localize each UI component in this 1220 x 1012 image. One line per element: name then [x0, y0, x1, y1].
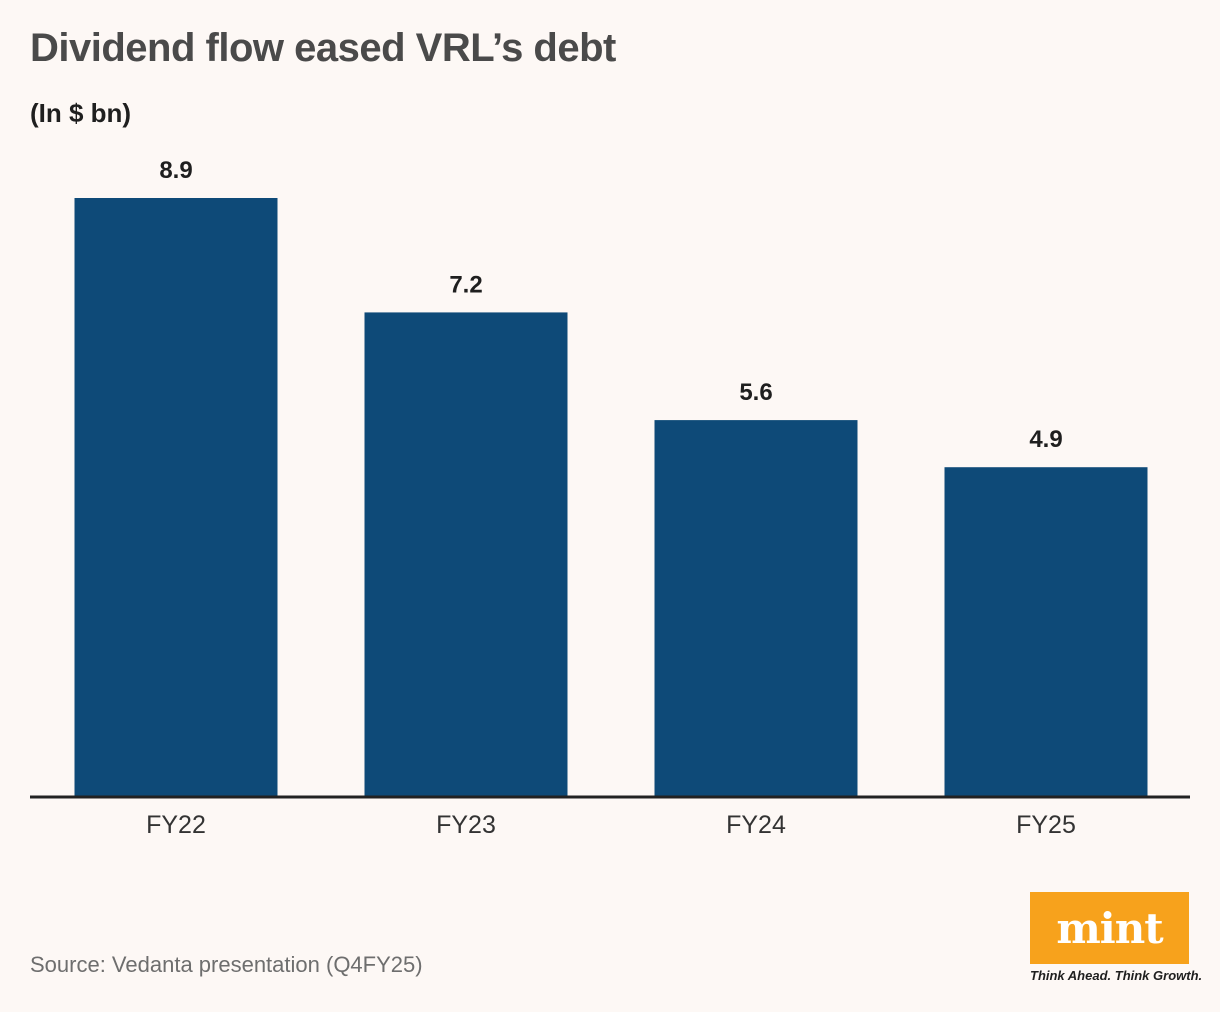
mint-logo: mint	[1030, 892, 1189, 964]
data-label-fy24: 5.6	[739, 379, 772, 406]
chart-title: Dividend flow eased VRL’s debt	[30, 26, 616, 70]
chart-subtitle: (In $ bn)	[30, 98, 132, 128]
bar-fy23	[364, 312, 568, 797]
tick-label-fy24: FY24	[726, 811, 786, 839]
source-note: Source: Vedanta presentation (Q4FY25)	[30, 952, 423, 977]
data-label-fy23: 7.2	[449, 271, 482, 298]
logo-wordmark: mint	[1056, 903, 1163, 953]
data-label-fy25: 4.9	[1029, 426, 1062, 453]
data-label-fy22: 8.9	[159, 157, 192, 184]
logo-tagline: Think Ahead. Think Growth.	[1030, 968, 1203, 983]
tick-label-fy25: FY25	[1016, 811, 1076, 839]
bar-fy25	[944, 467, 1148, 797]
tick-label-fy23: FY23	[436, 811, 496, 839]
bar-chart: 8.9 FY22 7.2 FY23 5.6 FY24 4.9 FY25	[30, 157, 1190, 839]
bar-fy24	[654, 420, 858, 797]
bar-fy22	[74, 198, 278, 797]
tick-label-fy22: FY22	[146, 811, 206, 839]
